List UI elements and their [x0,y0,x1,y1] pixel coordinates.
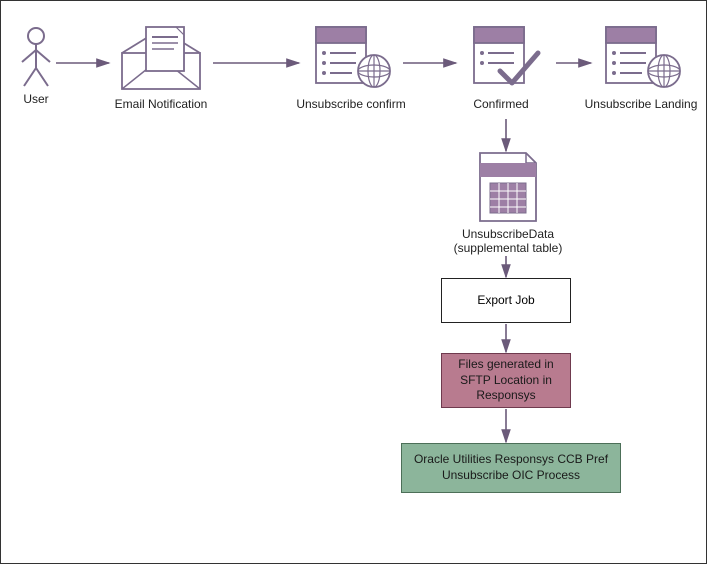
user-icon [16,26,56,88]
node-oic: Oracle Utilities Responsys CCB Pref Unsu… [401,443,621,493]
form-check-icon [456,23,546,93]
email-label: Email Notification [106,97,216,111]
oic-label: Oracle Utilities Responsys CCB Pref Unsu… [408,452,614,483]
node-email: Email Notification [106,23,216,111]
form-globe-icon [306,23,396,93]
landing-label: Unsubscribe Landing [581,97,701,111]
node-export: Export Job [441,278,571,323]
node-data: UnsubscribeData (supplemental table) [453,151,563,256]
form-globe-icon [596,23,686,93]
spreadsheet-icon [476,151,540,223]
node-landing: Unsubscribe Landing [581,23,701,111]
confirmed-label: Confirmed [451,97,551,111]
node-user: User [11,26,61,106]
email-icon [116,23,206,93]
export-label: Export Job [477,293,534,309]
user-label: User [11,92,61,106]
diagram-canvas: User Email Notification [0,0,707,564]
data-label-1: UnsubscribeData [453,227,563,241]
node-confirmed: Confirmed [451,23,551,111]
sftp-label: Files generated in SFTP Location in Resp… [448,357,564,404]
node-sftp: Files generated in SFTP Location in Resp… [441,353,571,408]
data-label-2: (supplemental table) [453,241,563,255]
confirm-label: Unsubscribe confirm [291,97,411,111]
node-confirm: Unsubscribe confirm [291,23,411,111]
